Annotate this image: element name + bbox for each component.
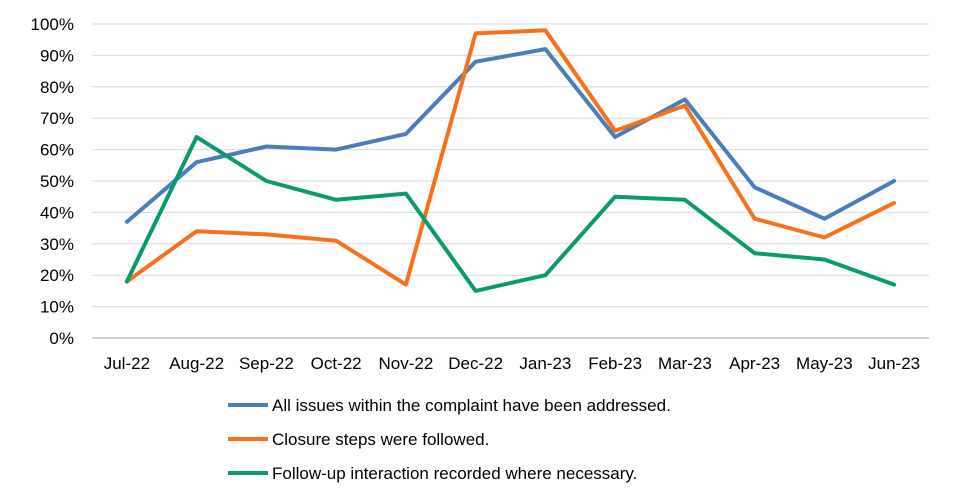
y-tick-label: 50% bbox=[40, 172, 74, 191]
y-tick-label: 70% bbox=[40, 109, 74, 128]
y-tick-label: 30% bbox=[40, 235, 74, 254]
x-tick-label: Apr-23 bbox=[729, 354, 780, 373]
x-tick-label: Mar-23 bbox=[658, 354, 712, 373]
y-tick-label: 40% bbox=[40, 203, 74, 222]
series-line-1 bbox=[124, 47, 897, 224]
y-tick-label: 60% bbox=[40, 141, 74, 160]
x-tick-label: Dec-22 bbox=[448, 354, 503, 373]
x-tick-label: May-23 bbox=[796, 354, 853, 373]
y-tick-label: 100% bbox=[31, 15, 74, 34]
x-axis-ticks: Jul-22 Aug-22 Sep-22 Oct-22 Nov-22 Dec-22 Jan-… bbox=[104, 354, 920, 373]
y-tick-label: 0% bbox=[49, 329, 74, 348]
x-tick-label: Nov-22 bbox=[378, 354, 433, 373]
legend-label: Closure steps were followed. bbox=[272, 430, 489, 449]
x-tick-label: Jan-23 bbox=[519, 354, 571, 373]
gridlines bbox=[92, 23, 929, 339]
x-tick-label: Oct-22 bbox=[311, 354, 362, 373]
x-tick-label: Feb-23 bbox=[588, 354, 642, 373]
legend-label: All issues within the complaint have bee… bbox=[272, 396, 671, 415]
x-tick-label: Jun-23 bbox=[868, 354, 920, 373]
y-axis-ticks: 0% 10% 20% 30% 40% 50% 60% 70% 80% 90% 100% bbox=[31, 15, 74, 348]
legend-label: Follow-up interaction recorded where nec… bbox=[272, 464, 637, 483]
y-tick-label: 10% bbox=[40, 298, 74, 317]
series-line-2 bbox=[124, 28, 897, 287]
series-lines bbox=[124, 28, 897, 293]
y-tick-label: 90% bbox=[40, 46, 74, 65]
legend: All issues within the complaint have bee… bbox=[228, 396, 671, 483]
x-tick-label: Aug-22 bbox=[169, 354, 224, 373]
x-tick-label: Jul-22 bbox=[104, 354, 150, 373]
y-tick-label: 20% bbox=[40, 266, 74, 285]
y-tick-label: 80% bbox=[40, 78, 74, 97]
series-line-3 bbox=[124, 135, 897, 293]
x-tick-label: Sep-22 bbox=[239, 354, 294, 373]
